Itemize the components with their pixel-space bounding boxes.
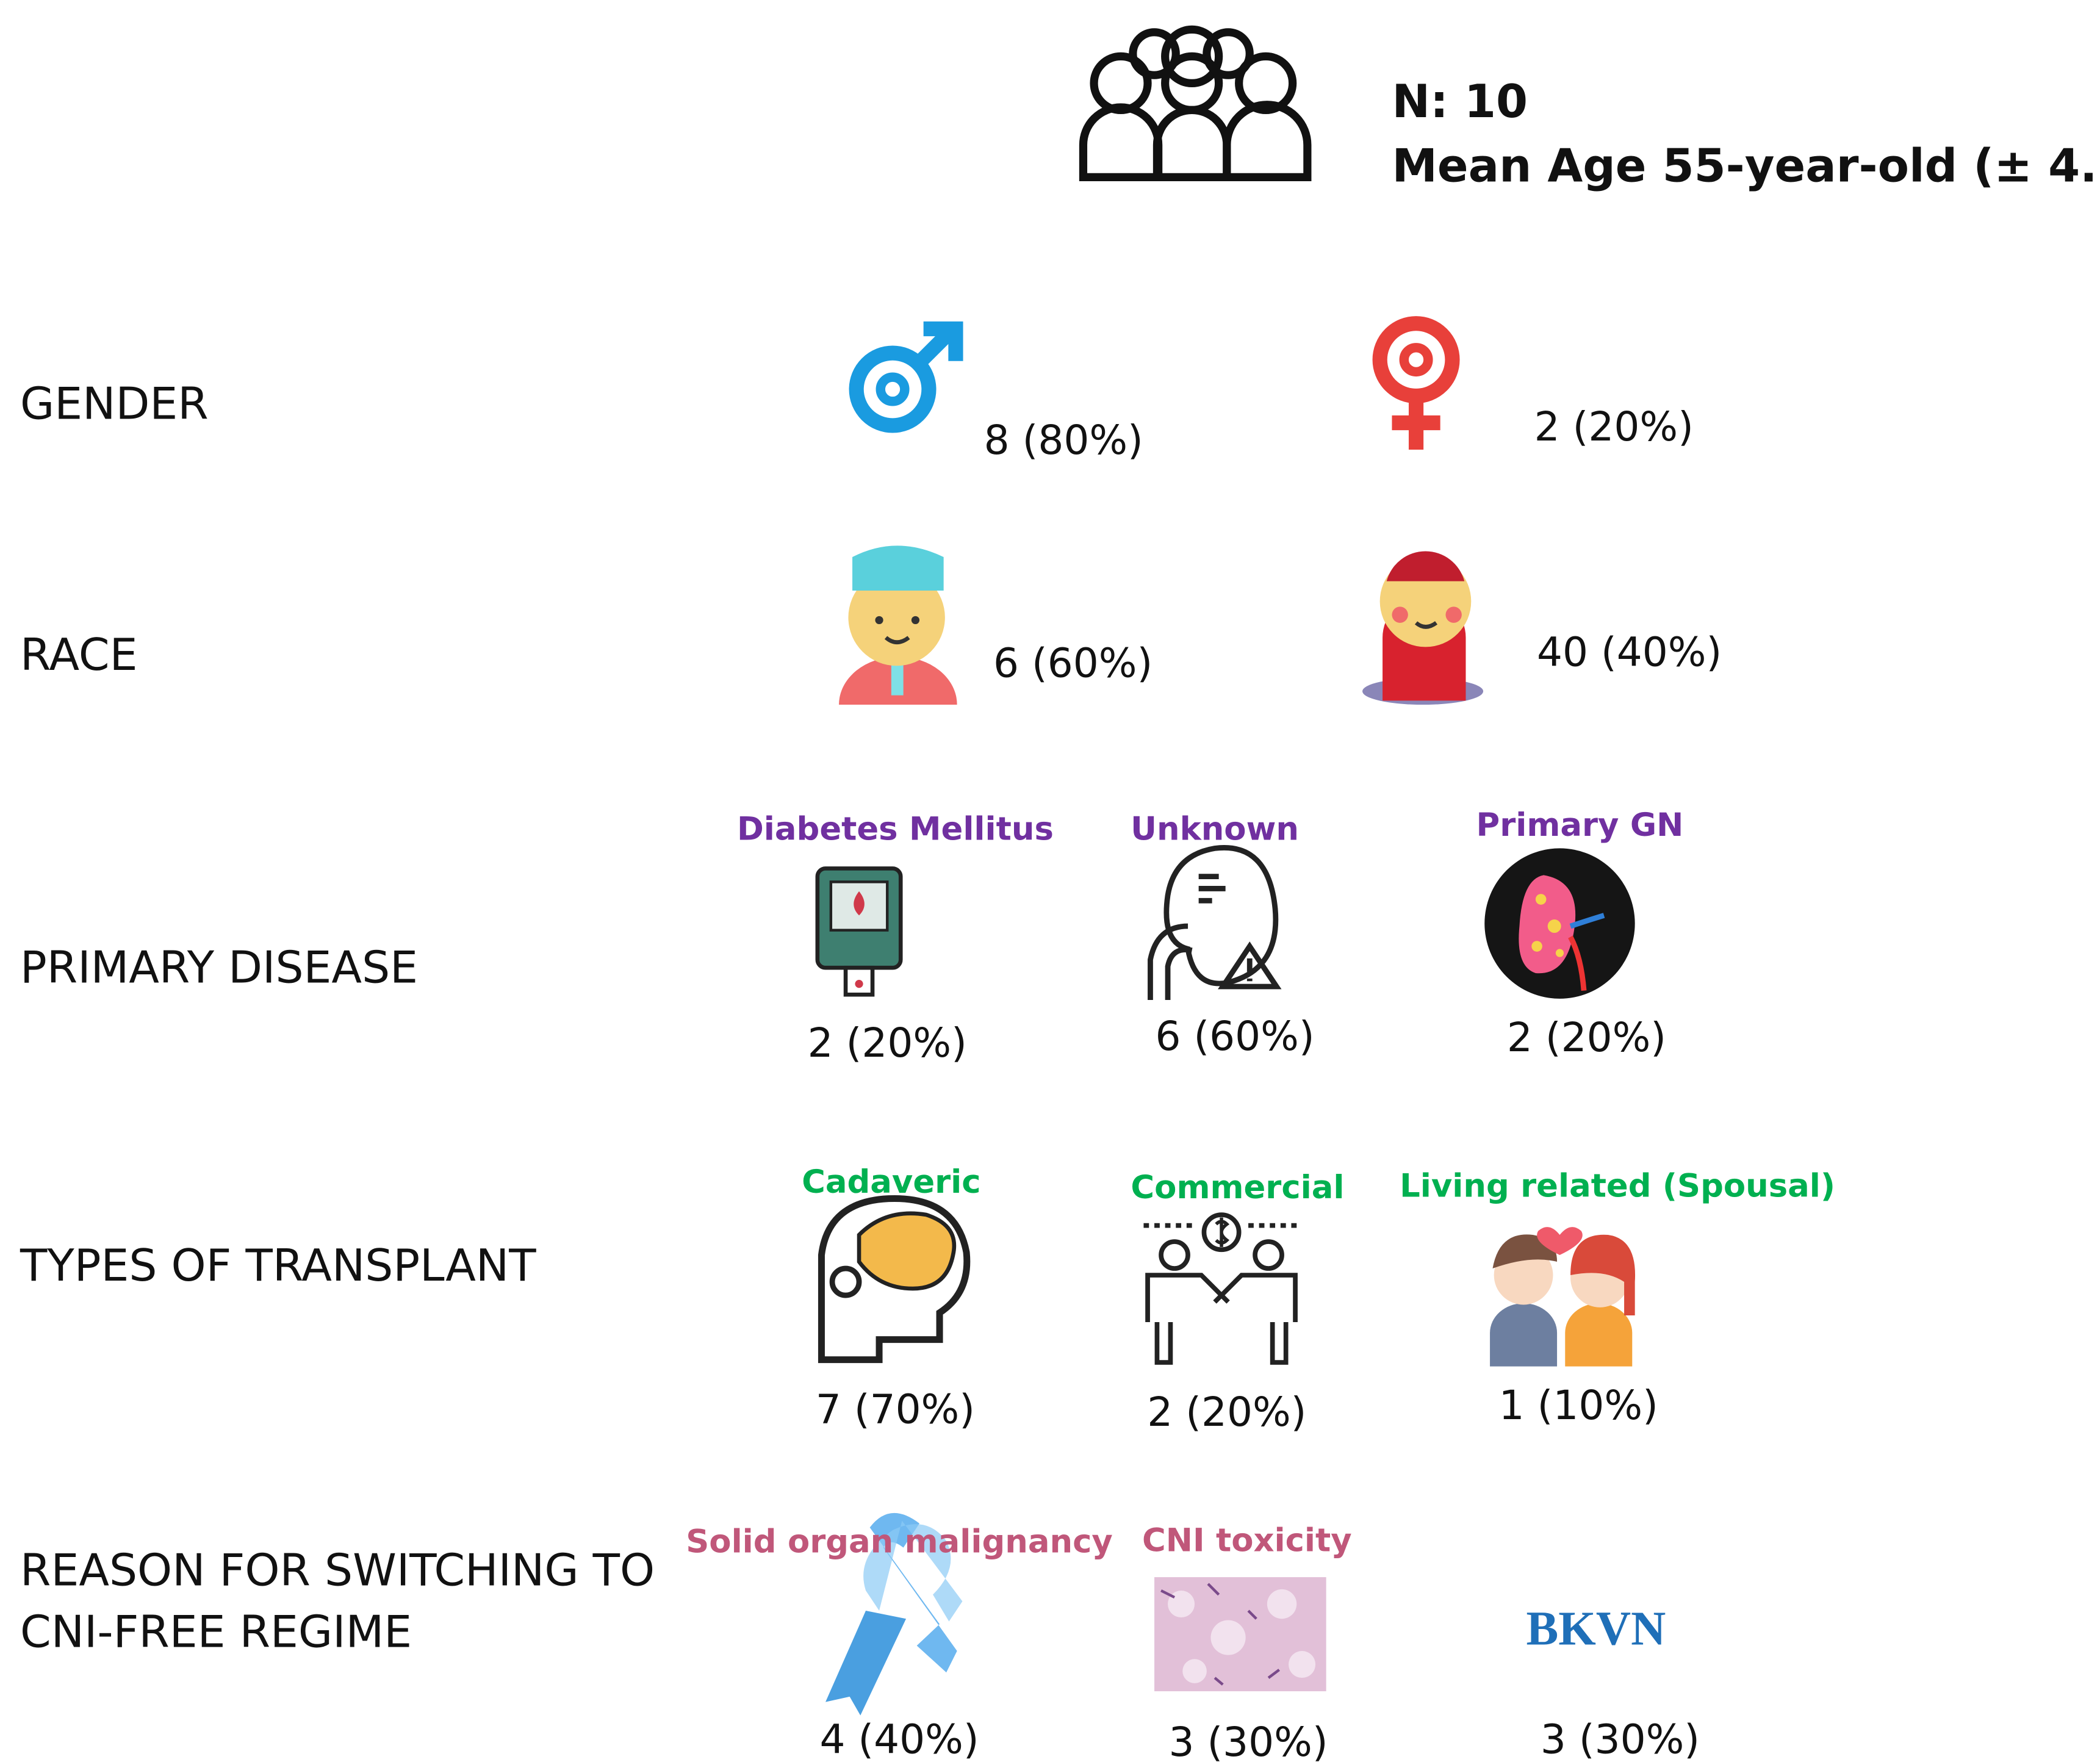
row-label: TYPES OF TRANSPLANT [20,1240,536,1292]
item-caption: Diabetes Mellitus [737,810,1054,847]
item-value: 2 (20%) [1534,403,1694,450]
group-icon [1083,29,1307,177]
item-value: 3 (30%) [1541,1716,1700,1762]
item-value: 6 (60%) [1155,1013,1314,1060]
couple-icon [1490,1227,1635,1367]
row-label: PRIMARY DISEASE [20,943,418,994]
item-value: 4 (40%) [819,1716,979,1762]
item-label-image: BKVN [1526,1602,1666,1656]
item-value: 7 (70%) [816,1386,975,1433]
item-caption: Unknown [1131,810,1299,847]
handshake-icon [1143,1215,1299,1362]
item-value: 3 (30%) [1168,1719,1328,1762]
item-value: 40 (40%) [1537,629,1722,676]
item-value: 6 (60%) [993,639,1152,686]
row-label: RACE [20,630,137,681]
item-caption: Solid organ malignancy [686,1523,1113,1561]
item-value: 2 (20%) [1147,1389,1306,1436]
male-icon [857,329,956,425]
kidney-warning-icon [1150,847,1276,1000]
histology-image [1154,1577,1326,1691]
item-caption: CNI toxicity [1142,1522,1352,1559]
row-label: REASON FOR SWITCHING TO [20,1545,655,1596]
item-value: 2 (20%) [1507,1014,1666,1061]
count-text: N: 10 [1392,75,1528,128]
row-label: CNI-FREE REGIME [20,1607,412,1658]
glucometer-icon [818,868,901,994]
skull-brain-icon [821,1198,966,1359]
infographic: N: 10 Mean Age 55-year-old (± 4.5) [0,0,2100,1762]
item-caption: Cadaveric [802,1163,980,1201]
row-label: GENDER [20,379,209,430]
item-caption: Primary GN [1476,807,1684,844]
age-text: Mean Age 55-year-old (± 4.5) [1392,140,2100,193]
item-value: 1 (10%) [1499,1382,1658,1429]
item-value: 8 (80%) [984,417,1143,464]
female-icon [1380,323,1453,450]
kidney-icon [1484,848,1634,998]
person-icon-2 [1362,552,1483,705]
person-icon-1 [839,545,957,705]
item-caption: Commercial [1131,1169,1344,1206]
item-value: 2 (20%) [808,1019,967,1066]
item-caption: Living related (Spousal) [1400,1168,1835,1205]
